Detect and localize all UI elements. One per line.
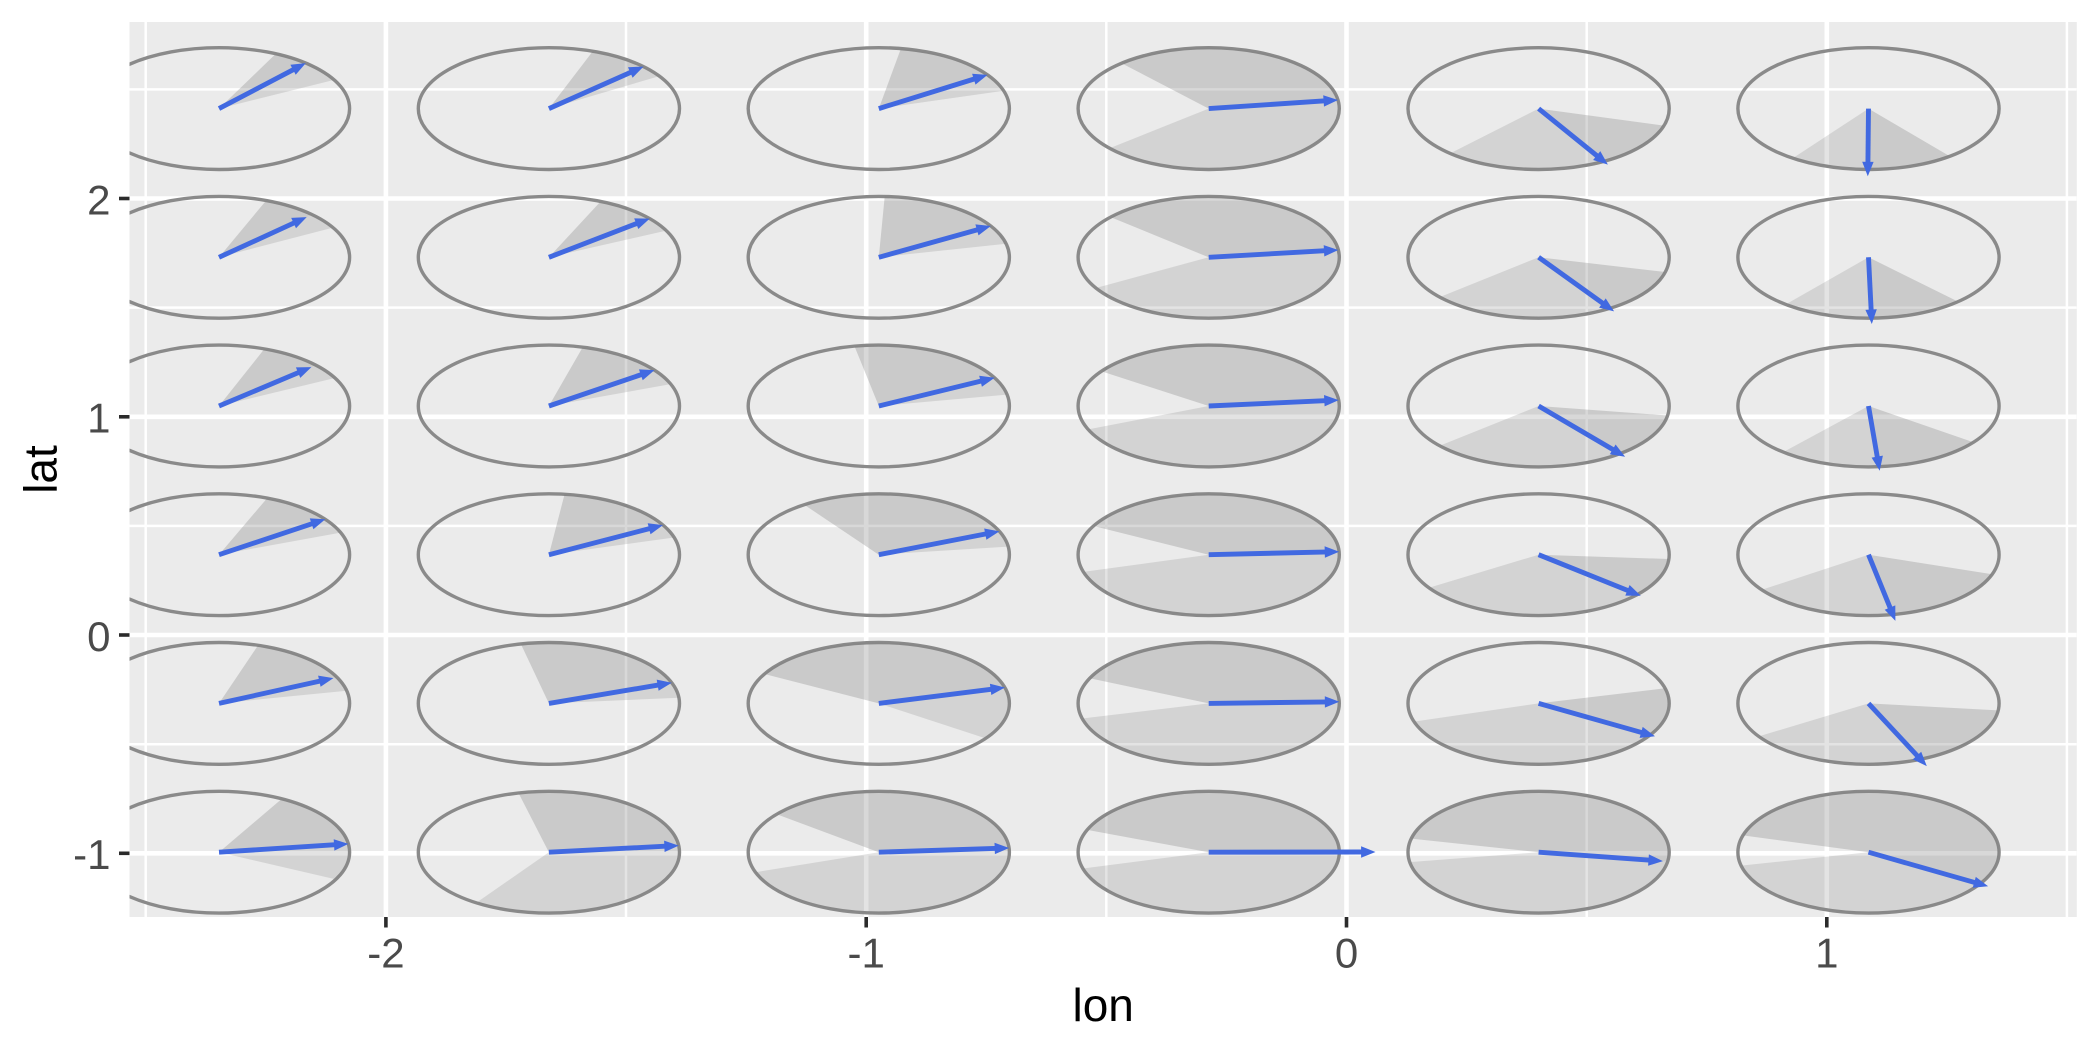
- svg-text:0: 0: [1335, 930, 1358, 977]
- svg-text:lon: lon: [1073, 979, 1134, 1031]
- svg-text:-1: -1: [73, 831, 110, 878]
- svg-text:0: 0: [87, 613, 110, 660]
- svg-text:-2: -2: [367, 930, 404, 977]
- svg-text:lat: lat: [15, 445, 67, 494]
- svg-text:2: 2: [87, 176, 110, 223]
- svg-text:-1: -1: [848, 930, 885, 977]
- svg-text:1: 1: [87, 395, 110, 442]
- svg-text:1: 1: [1815, 930, 1838, 977]
